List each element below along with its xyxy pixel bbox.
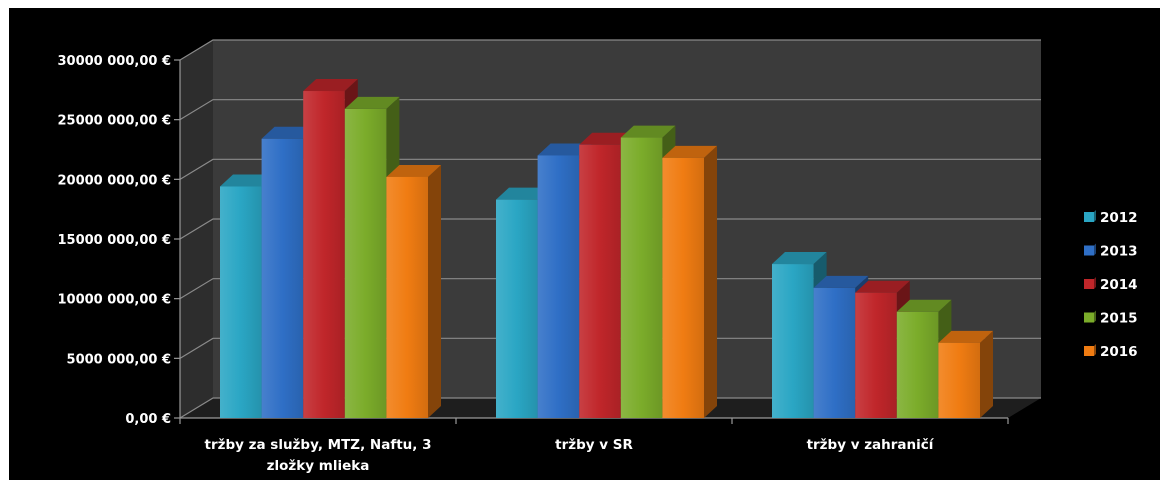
bars	[220, 79, 993, 419]
legend-swatch	[1084, 312, 1094, 323]
legend-label: 2013	[1100, 244, 1138, 260]
gridline	[179, 158, 1041, 180]
x-tick-label: tržby v zahraničí	[807, 437, 935, 453]
gridlines	[179, 39, 1041, 419]
gridline	[179, 337, 1041, 359]
legend-item: 2012	[1084, 210, 1138, 226]
legend-item: 2016	[1084, 344, 1138, 360]
legend-label: 2015	[1100, 311, 1138, 327]
y-tick-label: 15000 000,00 €	[58, 233, 172, 248]
y-tick-label: 25000 000,00 €	[58, 114, 172, 129]
y-tick-label: 0,00 €	[125, 412, 171, 427]
bar-2016	[938, 330, 993, 418]
gridline	[179, 397, 1041, 419]
legend-label: 2016	[1100, 344, 1138, 360]
legend-label: 2012	[1100, 210, 1138, 226]
legend-swatch	[1084, 279, 1094, 289]
legend: 2012 2013 2014 2015 2016	[1084, 210, 1138, 360]
legend-item: 2015	[1084, 310, 1138, 327]
gridline	[179, 99, 1041, 121]
x-tick-label: tržby za služby, MTZ, Naftu, 3 zložky mli…	[204, 437, 431, 474]
x-tick-label: tržby v SR	[555, 437, 633, 453]
y-tick-label: 20000 000,00 €	[58, 173, 172, 188]
legend-item: 2013	[1084, 243, 1138, 260]
gridline	[179, 278, 1041, 300]
gridline	[179, 218, 1041, 240]
legend-label: 2014	[1100, 277, 1138, 293]
legend-swatch	[1084, 245, 1094, 256]
y-tick-label: 10000 000,00 €	[58, 293, 172, 308]
bar-2016	[662, 145, 717, 418]
legend-swatch	[1084, 346, 1094, 356]
legend-item: 2014	[1084, 277, 1138, 293]
y-tick-label: 30000 000,00 €	[58, 54, 172, 69]
y-tick-label: 5000 000,00 €	[67, 352, 171, 367]
gridline	[179, 39, 1041, 61]
bar-2016	[386, 164, 441, 418]
legend-swatch	[1084, 212, 1094, 222]
